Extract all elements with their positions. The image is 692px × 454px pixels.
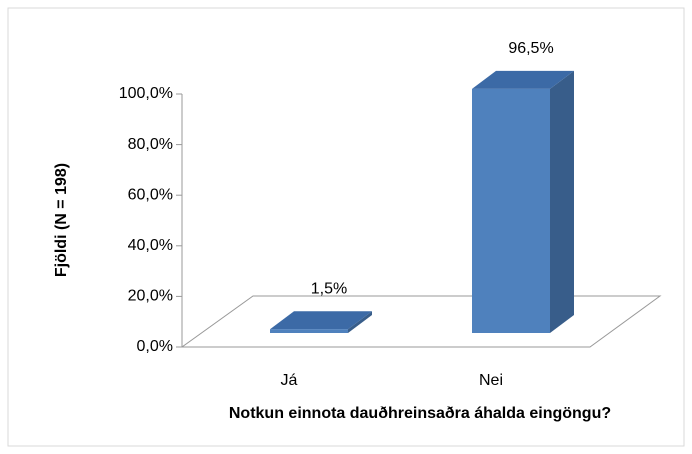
value-label: 96,5%: [508, 40, 553, 57]
y-axis-title: Fjöldi (N = 198): [53, 163, 70, 277]
chart-frame: [7, 7, 685, 447]
floor: [180, 295, 662, 348]
y-tick-label: 40,0%: [128, 237, 173, 254]
bar-side: [550, 70, 574, 333]
bar-top: [270, 311, 372, 330]
y-tick-label: 20,0%: [128, 288, 173, 305]
y-tick-label: 60,0%: [128, 186, 173, 203]
bar-top: [472, 70, 574, 89]
bar: [270, 329, 348, 333]
y-tick-label: 100,0%: [119, 85, 173, 102]
y-tick-label: 0,0%: [137, 338, 173, 355]
bar: [472, 88, 550, 333]
x-axis-title: Notkun einnota dauðhreinsaðra áhalda ein…: [229, 405, 611, 422]
bar-side: [348, 311, 372, 333]
x-tick-label: Nei: [479, 372, 503, 389]
y-tick-label: 80,0%: [128, 136, 173, 153]
x-tick-label: Já: [281, 372, 298, 389]
value-label: 1,5%: [311, 280, 347, 297]
